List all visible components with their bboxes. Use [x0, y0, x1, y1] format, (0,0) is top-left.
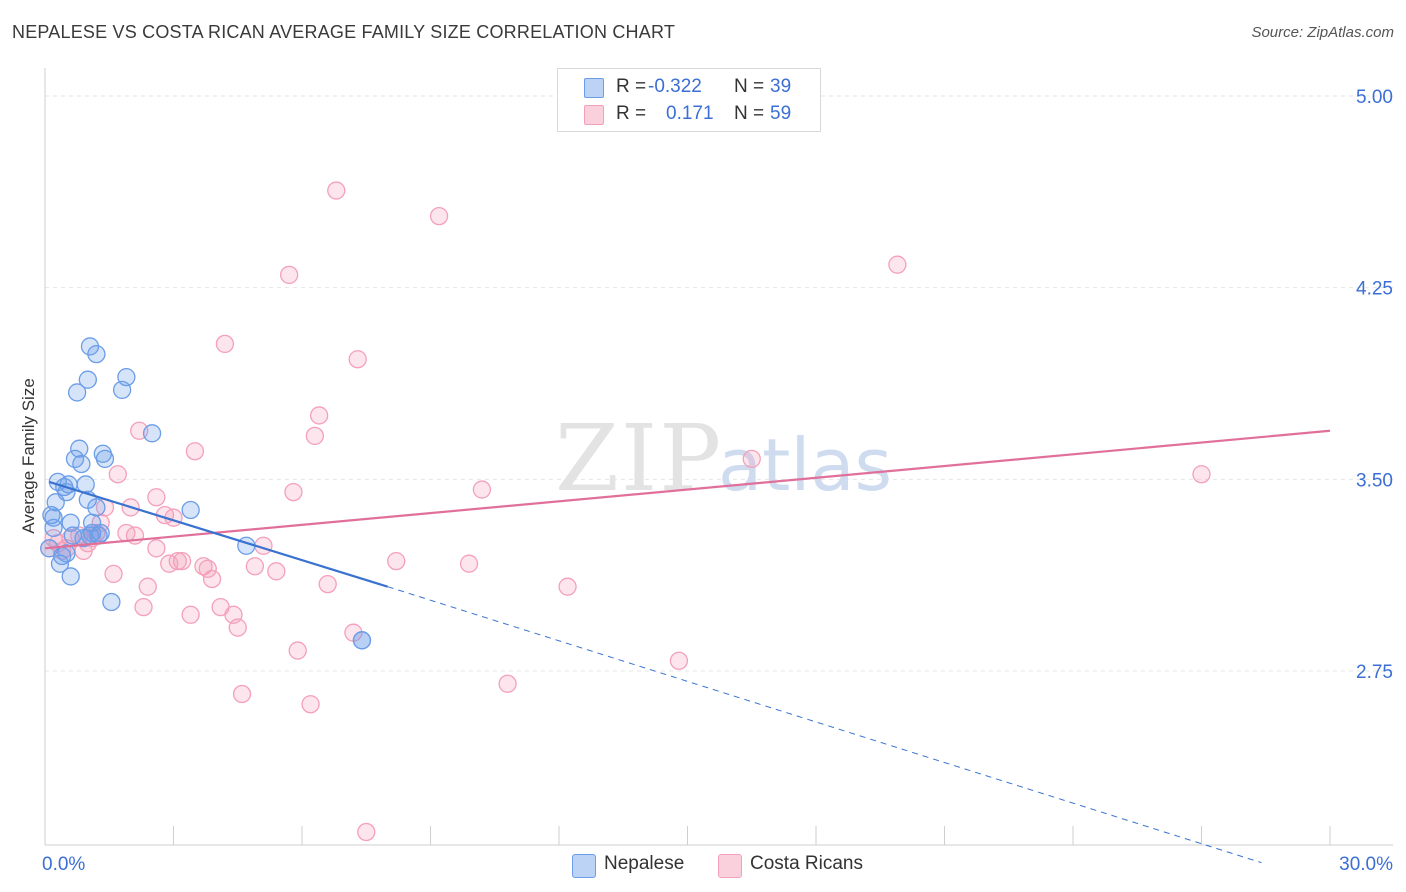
nepalese-point	[44, 508, 63, 527]
costa-rican-point	[134, 597, 153, 617]
legend-r-label: R =	[616, 103, 647, 124]
costa-rican-point	[284, 482, 303, 502]
costa-rican-point	[108, 465, 127, 484]
nepalese-point	[70, 439, 89, 458]
source-label: Source: ZipAtlas.com	[1251, 24, 1394, 41]
nepalese-point	[181, 500, 200, 520]
costa-rican-point	[348, 350, 367, 369]
costa-rican-point	[387, 551, 406, 571]
nepalese-point	[72, 454, 91, 474]
nepalese-point	[352, 631, 372, 650]
costa-rican-point	[459, 554, 479, 573]
costa-rican-point	[147, 488, 166, 507]
nepalese-point	[91, 523, 110, 543]
nepalese-point	[78, 370, 97, 389]
costa-rican-point	[147, 539, 166, 558]
nepalese-point	[57, 544, 76, 563]
grid	[45, 95, 1393, 672]
costa-rican-trend-line	[44, 429, 1331, 550]
x-ticks	[173, 826, 1331, 845]
nepalese-point	[117, 367, 136, 387]
nepalese-points	[40, 337, 372, 650]
costa-rican-point	[168, 551, 187, 571]
costa-rican-point	[301, 695, 320, 714]
costa-rican-swatch	[584, 105, 604, 125]
y-tick-labels: 2.75 3.50 4.25 5.00	[1356, 87, 1393, 683]
costa-rican-point	[267, 562, 286, 581]
legend-n-value: 39	[770, 76, 792, 97]
nepalese-point	[95, 449, 115, 469]
chart-title: NEPALESE VS COSTA RICAN AVERAGE FAMILY S…	[12, 22, 676, 42]
watermark-zip: ZIP	[555, 405, 723, 512]
costa-rican-point	[185, 442, 205, 461]
costa-rican-point	[558, 577, 577, 596]
y-tick-label: 4.25	[1356, 279, 1393, 300]
nepalese-point	[142, 424, 162, 443]
nepalese-trend-extension	[387, 586, 1262, 864]
costa-rican-legend-label: Costa Ricans	[750, 853, 863, 874]
watermark-atlas: atlas	[718, 423, 892, 507]
nepalese-point	[87, 498, 106, 517]
nepalese-point	[102, 592, 121, 612]
legend-n-value: 59	[770, 103, 792, 124]
costa-rican-point	[245, 557, 265, 576]
costa-rican-point	[138, 577, 157, 596]
costa-rican-point	[888, 255, 907, 274]
nepalese-point	[44, 518, 63, 538]
legend-n-label: N =	[734, 103, 765, 124]
legend-r-label: R =	[616, 76, 647, 97]
x-tick-label: 0.0%	[42, 854, 85, 875]
x-tick-label: 30.0%	[1339, 854, 1393, 875]
costa-rican-point	[232, 684, 252, 704]
nepalese-swatch	[572, 854, 596, 878]
costa-rican-point	[429, 206, 449, 226]
nepalese-point	[61, 567, 80, 586]
costa-rican-point	[305, 426, 325, 446]
costa-rican-point	[202, 569, 222, 589]
nepalese-swatch	[584, 78, 604, 98]
costa-rican-point	[669, 651, 689, 670]
y-axis-label: Average Family Size	[19, 378, 38, 534]
costa-rican-point	[327, 181, 346, 200]
costa-rican-point	[228, 618, 247, 637]
costa-rican-point	[198, 559, 217, 578]
costa-rican-point	[309, 406, 329, 425]
legend-n-label: N =	[734, 76, 765, 97]
costa-rican-point	[181, 605, 200, 624]
legend-r-value: 0.171	[666, 103, 714, 124]
costa-rican-point	[357, 822, 376, 842]
nepalese-point	[67, 383, 87, 402]
costa-rican-point	[279, 265, 299, 285]
costa-rican-point	[172, 551, 192, 571]
y-tick-label: 5.00	[1356, 87, 1393, 108]
y-tick-label: 2.75	[1356, 662, 1393, 683]
costa-rican-swatch	[718, 854, 742, 878]
nepalese-legend-label: Nepalese	[604, 853, 685, 874]
trend-lines	[44, 429, 1331, 864]
costa-rican-point	[104, 564, 123, 584]
costa-rican-point	[1192, 465, 1211, 484]
costa-rican-point	[498, 674, 517, 693]
axes	[44, 68, 1393, 846]
x-tick-labels: 0.0% 30.0%	[42, 854, 1393, 875]
nepalese-point	[87, 344, 106, 364]
costa-rican-point	[318, 574, 337, 594]
y-tick-label: 3.50	[1356, 470, 1393, 491]
costa-rican-point	[288, 641, 307, 660]
legend-r-value: -0.322	[648, 76, 702, 97]
costa-rican-point	[472, 480, 492, 499]
nepalese-trend-line	[48, 480, 388, 588]
costa-rican-point	[215, 334, 235, 354]
costa-rican-point	[742, 449, 761, 469]
correlation-legend: R = -0.322 N = 39 R = 0.171 N = 59	[557, 68, 821, 132]
